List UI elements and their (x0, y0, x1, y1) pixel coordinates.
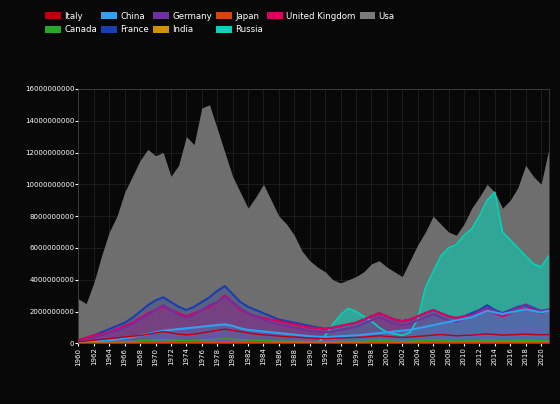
Legend: Italy, Canada, China, France, Germany, India, Japan, Russia, United Kingdom, Usa: Italy, Canada, China, France, Germany, I… (45, 12, 395, 34)
